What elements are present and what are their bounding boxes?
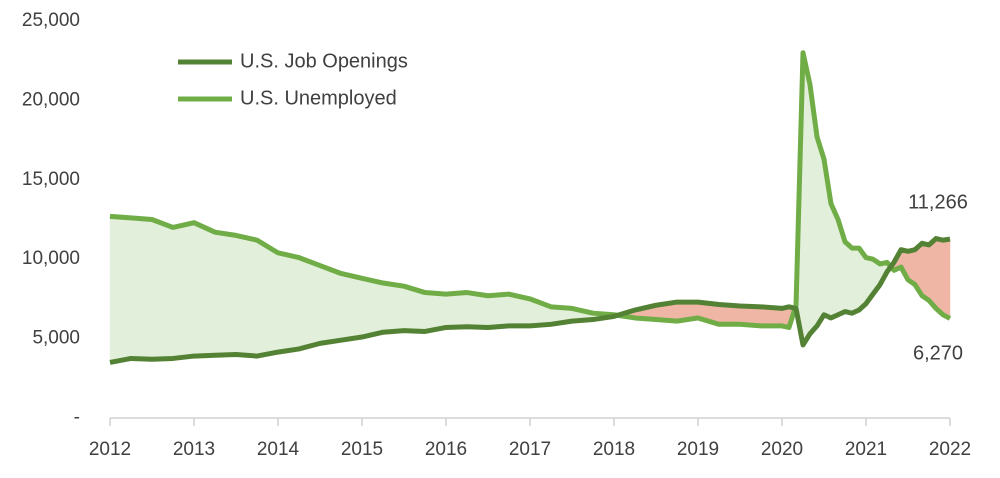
gap-area xyxy=(844,241,853,314)
gap-area xyxy=(361,277,384,338)
y-tick-label: 15,000 xyxy=(22,169,80,190)
x-tick-label: 2013 xyxy=(173,439,215,460)
x-tick-label: 2012 xyxy=(89,439,131,460)
gap-area xyxy=(466,292,489,328)
x-tick-label: 2014 xyxy=(257,439,300,460)
gap-area xyxy=(109,216,132,363)
gap-area xyxy=(319,265,342,344)
gap-area xyxy=(921,243,930,301)
y-tick-label: 10,000 xyxy=(22,248,80,269)
gap-area xyxy=(445,292,468,328)
gap-area xyxy=(235,235,258,357)
gap-area xyxy=(256,239,279,357)
series-line xyxy=(109,50,952,330)
y-tick-label: - xyxy=(74,407,80,428)
gap-area xyxy=(151,219,174,360)
gap-area xyxy=(928,237,937,310)
gap-area xyxy=(935,238,944,316)
x-tick-label: 2015 xyxy=(341,439,383,460)
gap-area xyxy=(193,222,216,357)
gap-area xyxy=(487,293,510,328)
legend-label: U.S. Job Openings xyxy=(240,50,408,72)
gap-area xyxy=(172,222,195,359)
x-tick-label: 2016 xyxy=(425,439,467,460)
x-tick-label: 2018 xyxy=(593,439,635,460)
gap-area xyxy=(851,247,860,314)
x-tick-label: 2022 xyxy=(929,439,971,460)
annotation: 11,266 xyxy=(908,191,968,213)
legend-label: U.S. Unemployed xyxy=(240,87,397,109)
x-tick-label: 2021 xyxy=(845,439,887,460)
gap-area xyxy=(382,282,405,333)
y-tick-label: 20,000 xyxy=(22,89,80,110)
x-tick-label: 2019 xyxy=(677,439,719,460)
gap-area xyxy=(942,238,951,319)
gap-area xyxy=(214,231,237,356)
x-tick-label: 2017 xyxy=(509,439,551,460)
y-tick-label: 5,000 xyxy=(32,328,80,349)
series-line xyxy=(109,236,951,365)
gap-area xyxy=(130,217,153,360)
gap-area xyxy=(340,273,363,341)
y-tick-label: 25,000 xyxy=(22,10,80,31)
annotation: 6,270 xyxy=(913,343,963,365)
x-tick-label: 2020 xyxy=(761,439,803,460)
gap-area xyxy=(298,257,321,350)
gap-area xyxy=(277,252,300,353)
